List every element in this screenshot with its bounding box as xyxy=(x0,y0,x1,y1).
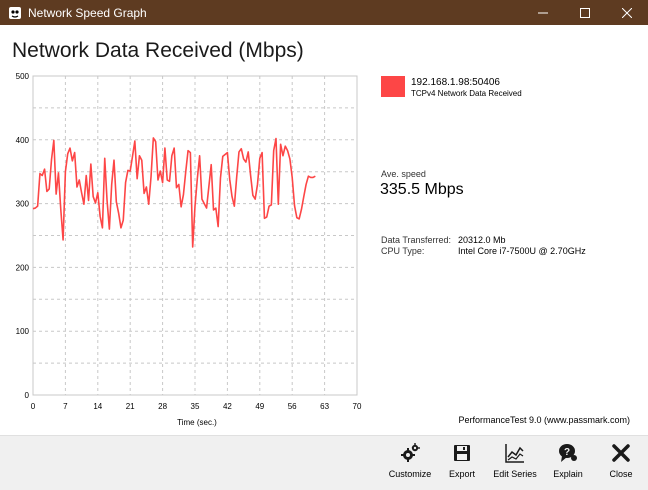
credit-text: PerformanceTest 9.0 (www.passmark.com) xyxy=(458,415,630,425)
x-tick-label: 28 xyxy=(158,402,167,411)
export-button[interactable]: Export xyxy=(434,442,490,486)
minimize-button[interactable] xyxy=(522,0,564,25)
maximize-button[interactable] xyxy=(564,0,606,25)
legend-series-name: 192.168.1.98:50406 xyxy=(411,77,500,88)
data-transferred-label: Data Transferred: xyxy=(381,235,452,245)
svg-text:?: ? xyxy=(564,447,570,458)
chart-title: Network Data Received (Mbps) xyxy=(12,39,304,62)
close-label: Close xyxy=(609,469,633,479)
close-icon xyxy=(612,444,630,462)
x-tick-label: 42 xyxy=(223,402,232,411)
save-icon xyxy=(454,445,470,461)
window-controls xyxy=(522,0,648,25)
x-tick-label: 0 xyxy=(31,402,36,411)
window-title: Network Speed Graph xyxy=(28,5,147,20)
x-axis-label: Time (sec.) xyxy=(177,418,217,427)
x-tick-label: 21 xyxy=(126,402,135,411)
cpu-type-label: CPU Type: xyxy=(381,246,425,256)
x-tick-label: 70 xyxy=(353,402,362,411)
legend-color-swatch xyxy=(381,76,405,97)
data-transferred-value: 20312.0 Mb xyxy=(458,235,506,245)
edit-series-button[interactable]: Edit Series xyxy=(487,442,543,486)
y-tick-label: 0 xyxy=(25,391,30,400)
legend-series-description: TCPv4 Network Data Received xyxy=(411,89,522,98)
plot-frame xyxy=(32,75,358,396)
edit-series-label: Edit Series xyxy=(493,469,537,479)
customize-label: Customize xyxy=(388,469,432,479)
x-tick-label: 14 xyxy=(93,402,102,411)
network-speed-chart: 0 7 14 21 28 35 42 49 56 63 70 0 100 200 300 400 500 Tim… xyxy=(16,72,362,427)
cpu-type-value: Intel Core i7-7500U @ 2.70GHz xyxy=(458,246,586,256)
y-tick-label: 100 xyxy=(16,327,30,336)
x-tick-label: 7 xyxy=(63,402,68,411)
explain-button[interactable]: ? Explain xyxy=(540,442,596,486)
explain-label: Explain xyxy=(553,469,583,479)
customize-button[interactable]: Customize xyxy=(382,442,438,486)
app-icon xyxy=(8,6,22,20)
x-tick-label: 49 xyxy=(255,402,264,411)
help-icon: ? xyxy=(559,444,577,462)
bottom-toolbar: Customize Export Edit Series ? Explain xyxy=(0,435,648,490)
line-chart-icon xyxy=(505,444,524,463)
export-label: Export xyxy=(448,469,475,479)
x-tick-label: 56 xyxy=(288,402,297,411)
series-line xyxy=(32,137,316,248)
average-speed-value: 335.5 Mbps xyxy=(380,181,464,198)
title-bar: Network Speed Graph xyxy=(0,0,648,25)
x-tick-label: 35 xyxy=(191,402,200,411)
close-button[interactable]: Close xyxy=(593,442,648,486)
y-tick-label: 200 xyxy=(16,263,30,272)
y-tick-label: 500 xyxy=(16,72,30,81)
gears-icon xyxy=(401,443,420,462)
average-speed-label: Ave. speed xyxy=(381,169,426,179)
y-tick-label: 400 xyxy=(16,136,30,145)
x-tick-label: 63 xyxy=(320,402,329,411)
graph-panel: Network Data Received (Mbps) 0 7 14 21 28 35 4… xyxy=(0,25,648,435)
close-window-button[interactable] xyxy=(606,0,648,25)
y-tick-label: 300 xyxy=(16,200,30,209)
